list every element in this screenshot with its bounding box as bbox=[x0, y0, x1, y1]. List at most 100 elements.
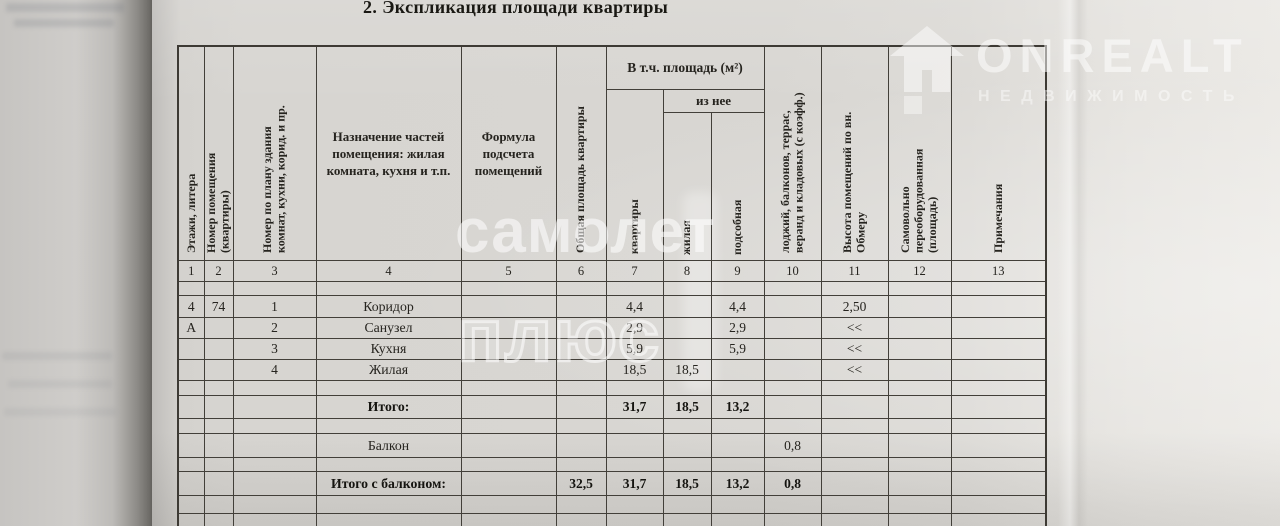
table-cell: Кухня bbox=[315, 338, 462, 360]
table-cell bbox=[203, 281, 234, 296]
table-cell bbox=[820, 495, 889, 514]
table-cell bbox=[177, 418, 205, 434]
table-cell bbox=[315, 418, 462, 434]
table-cell: 13,2 bbox=[710, 471, 765, 496]
table-cell bbox=[887, 380, 952, 396]
table-cell: Балкон bbox=[315, 433, 462, 458]
table-row: 4 Жилая 18,5 18,5 << bbox=[177, 359, 1047, 381]
table-cell: 18,5 bbox=[662, 471, 712, 496]
table-cell bbox=[177, 495, 205, 514]
col-number: 6 bbox=[555, 260, 607, 282]
table-cell bbox=[555, 418, 607, 434]
table-cell: 18,5 bbox=[662, 395, 712, 419]
table-cell bbox=[662, 418, 712, 434]
table-cell bbox=[460, 471, 557, 496]
table-cell bbox=[605, 513, 664, 526]
table-cell: 4,4 bbox=[710, 295, 765, 318]
table-cell bbox=[950, 281, 1047, 296]
col-number: 1 bbox=[177, 260, 205, 282]
table-cell: А bbox=[177, 317, 205, 339]
table-cell bbox=[460, 380, 557, 396]
col-number: 13 bbox=[950, 260, 1047, 282]
table-cell bbox=[710, 281, 765, 296]
table-cell bbox=[950, 359, 1047, 381]
table-cell bbox=[555, 281, 607, 296]
table-cell bbox=[203, 418, 234, 434]
table-cell bbox=[203, 433, 234, 458]
table-cell bbox=[820, 281, 889, 296]
table-cell: 2 bbox=[232, 317, 317, 339]
table-cell bbox=[950, 513, 1047, 526]
column-numbers-row: 1 2 3 4 5 6 7 8 9 10 11 12 13 bbox=[177, 260, 1047, 282]
table-cell bbox=[710, 380, 765, 396]
table-cell bbox=[460, 457, 557, 472]
table-cell bbox=[950, 395, 1047, 419]
paper-crease bbox=[1058, 0, 1088, 526]
table-cell: Итого с балконом: bbox=[315, 471, 462, 496]
table-row bbox=[177, 418, 1047, 434]
table-cell bbox=[177, 395, 205, 419]
table-cell bbox=[887, 395, 952, 419]
table-cell bbox=[763, 457, 822, 472]
table-cell: 5,9 bbox=[605, 338, 664, 360]
table-cell: 3 bbox=[232, 338, 317, 360]
table-cell bbox=[555, 513, 607, 526]
table-cell: << bbox=[820, 359, 889, 381]
table-cell bbox=[232, 380, 317, 396]
col-header-auxiliary: подсобная bbox=[710, 112, 765, 261]
table-cell bbox=[555, 433, 607, 458]
table-cell bbox=[887, 471, 952, 496]
table-cell: 2,9 bbox=[710, 317, 765, 339]
table-cell bbox=[820, 380, 889, 396]
col-header-total-area: Общая площадь квартиры bbox=[555, 45, 607, 261]
col-number: 2 bbox=[203, 260, 234, 282]
table-cell bbox=[763, 317, 822, 339]
table-cell bbox=[555, 317, 607, 339]
table-cell bbox=[203, 359, 234, 381]
table-cell bbox=[315, 281, 462, 296]
table-cell bbox=[887, 513, 952, 526]
table-cell bbox=[950, 433, 1047, 458]
col-header-plan-number: Номер по плану здания комнат, кухни, кор… bbox=[232, 45, 317, 261]
table-cell bbox=[460, 295, 557, 318]
table-cell bbox=[315, 495, 462, 514]
table-cell bbox=[710, 359, 765, 381]
table-cell bbox=[763, 295, 822, 318]
table-cell bbox=[203, 495, 234, 514]
table-cell bbox=[555, 295, 607, 318]
table-cell bbox=[887, 433, 952, 458]
table-cell bbox=[605, 281, 664, 296]
table-cell: 0,8 bbox=[763, 471, 822, 496]
table-row: Балкон 0,8 bbox=[177, 433, 1047, 458]
table-cell bbox=[763, 495, 822, 514]
table-cell: 4,4 bbox=[605, 295, 664, 318]
bleed-through-text bbox=[4, 408, 116, 416]
table-cell bbox=[203, 317, 234, 339]
table-cell bbox=[460, 338, 557, 360]
table-cell bbox=[950, 380, 1047, 396]
table-cell: 31,7 bbox=[605, 395, 664, 419]
page-title: 2. Экспликация площади квартиры bbox=[363, 0, 669, 17]
table-cell bbox=[232, 433, 317, 458]
table-cell bbox=[763, 359, 822, 381]
col-header-living: жилая bbox=[662, 112, 712, 261]
col-group-of-it: из нее bbox=[662, 89, 765, 113]
table-cell bbox=[820, 471, 889, 496]
col-header-notes: Примечания bbox=[950, 45, 1047, 261]
table-cell bbox=[662, 295, 712, 318]
table-cell bbox=[887, 295, 952, 318]
table-cell bbox=[315, 457, 462, 472]
table-cell bbox=[460, 513, 557, 526]
table-cell bbox=[203, 380, 234, 396]
table-cell bbox=[232, 395, 317, 419]
table-row bbox=[177, 513, 1047, 526]
table-row bbox=[177, 281, 1047, 296]
table-cell bbox=[820, 433, 889, 458]
table-cell bbox=[887, 495, 952, 514]
table-cell bbox=[605, 418, 664, 434]
bleed-through-text bbox=[6, 3, 124, 12]
col-number: 3 bbox=[232, 260, 317, 282]
table-cell bbox=[177, 338, 205, 360]
table-cell: 2,50 bbox=[820, 295, 889, 318]
table-row: 4 74 1 Коридор 4,4 4,4 2,50 bbox=[177, 295, 1047, 318]
